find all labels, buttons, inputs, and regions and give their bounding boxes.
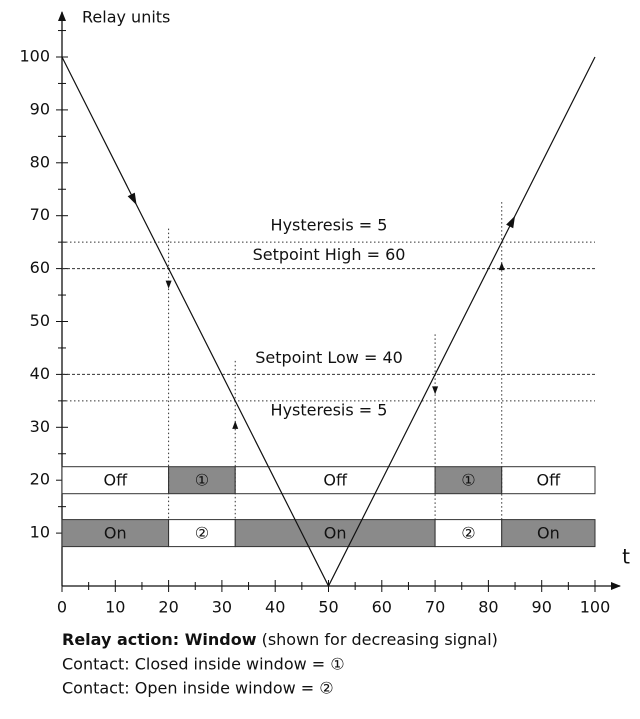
x-tick-label: 10 [105, 598, 125, 617]
switch-arrow [498, 262, 505, 271]
y-tick-label: 20 [30, 470, 50, 489]
note: Contact: Open inside window = ② [62, 679, 334, 698]
relay-segment [434, 466, 503, 495]
y-tick-label: 90 [30, 99, 50, 118]
x-tick-label: 70 [425, 598, 445, 617]
relay-label: Off [103, 471, 128, 490]
relay-label: ① [461, 471, 475, 490]
relay-label: On [537, 524, 560, 543]
signal-arrow [127, 192, 137, 206]
x-tick-label: 0 [57, 598, 67, 617]
relay-label: On [104, 524, 127, 543]
relay-label: Off [537, 471, 562, 490]
switch-arrow [165, 280, 172, 289]
y-tick-label: 50 [30, 311, 50, 330]
relay-segment [501, 466, 596, 495]
threshold-label: Hysteresis = 5 [271, 400, 388, 419]
signal-line [61, 56, 596, 588]
caption: Relay action: Window (shown for decreasi… [62, 630, 498, 649]
caption-bold: Relay action: Window [62, 630, 257, 649]
relay-segment [434, 519, 503, 548]
y-tick-label: 40 [30, 364, 50, 383]
threshold-label: Setpoint Low = 40 [255, 348, 403, 367]
x-tick-label: 40 [265, 598, 285, 617]
x-tick-label: 20 [158, 598, 178, 617]
x-tick-label: 100 [580, 598, 611, 617]
x-tick-label: 50 [318, 598, 338, 617]
caption-rest: (shown for decreasing signal) [256, 630, 497, 649]
relay-segment [501, 519, 596, 548]
relay-segment [234, 466, 436, 495]
switch-arrow [232, 420, 239, 429]
threshold-label: Setpoint High = 60 [253, 245, 406, 264]
y-tick-label: 30 [30, 417, 50, 436]
relay-segment [168, 466, 236, 495]
threshold-label: Hysteresis = 5 [271, 216, 388, 235]
relay-label: ② [461, 524, 475, 543]
relay-segment [61, 466, 170, 495]
relay-label: ② [195, 524, 209, 543]
y-tick-label: 100 [19, 47, 50, 66]
y-tick-label: 60 [30, 258, 50, 277]
relay-label: ① [195, 471, 209, 490]
x-tick-label: 30 [212, 598, 232, 617]
note: Contact: Closed inside window = ① [62, 655, 345, 674]
x-tick-label: 60 [372, 598, 392, 617]
relay-segment [234, 519, 436, 548]
y-axis-label: Relay units [82, 8, 170, 27]
x-axis-label: t [622, 545, 630, 569]
relay-label: On [324, 524, 347, 543]
y-tick-label: 10 [30, 523, 50, 542]
switch-arrow [432, 386, 439, 395]
relay-label: Off [323, 471, 348, 490]
x-tick-label: 90 [532, 598, 552, 617]
y-tick-label: 80 [30, 152, 50, 171]
x-tick-label: 80 [478, 598, 498, 617]
y-tick-label: 70 [30, 205, 50, 224]
signal-arrow [506, 215, 516, 229]
